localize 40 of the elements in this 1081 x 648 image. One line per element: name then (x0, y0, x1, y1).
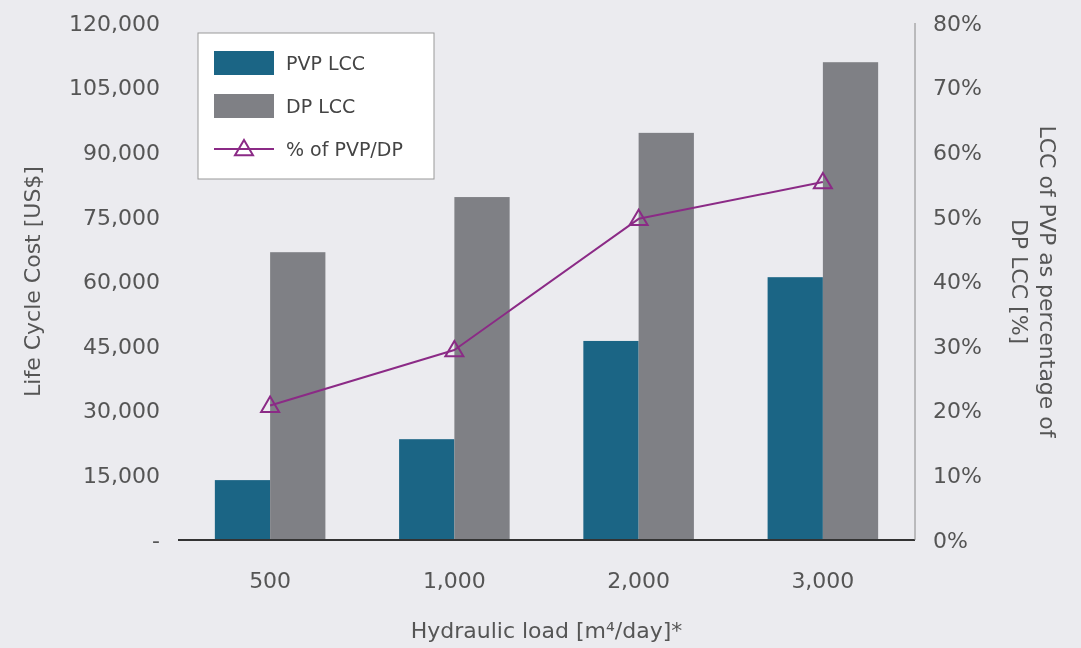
y-tick-label: 60,000 (83, 269, 160, 295)
bar (822, 62, 879, 540)
point (444, 340, 465, 358)
y2-tick-label: 80% (933, 10, 982, 36)
bar (399, 439, 455, 540)
y-tick-label: - (152, 527, 160, 553)
legend-label: DP LCC (286, 94, 356, 117)
y-tick-label: 30,000 (83, 398, 160, 424)
bar (270, 252, 326, 540)
legend-label: PVP LCC (286, 51, 366, 74)
point (260, 395, 281, 413)
bar (767, 277, 823, 540)
y-axis-title: Life Cycle Cost [US$] (20, 166, 45, 397)
bar (454, 197, 510, 540)
y2-tick-label: 10% (933, 463, 982, 489)
y2-tick-label: 20% (933, 398, 982, 424)
x-tick-label: 500 (249, 568, 292, 593)
legend-label: % of PVP/DP (286, 137, 403, 160)
y-tick-label: 45,000 (83, 333, 160, 359)
y-tick-label: 75,000 (83, 204, 160, 230)
point (812, 171, 833, 190)
y2-tick-label: 50% (933, 204, 982, 230)
y-tick-label: 105,000 (69, 75, 160, 101)
y-tick-label: 90,000 (83, 139, 160, 165)
bar (638, 132, 694, 540)
y-tick-label: 120,000 (69, 10, 160, 36)
x-tick-label: 3,000 (791, 568, 855, 593)
y2-tick-label: 60% (933, 139, 982, 165)
y2-tick-label: 70% (933, 75, 982, 101)
y2-tick-label: 30% (933, 333, 982, 359)
bar (583, 340, 639, 540)
y2-tick-label: 0% (933, 527, 968, 553)
y2-axis-title: LCC of PVP as percentage of DP LCC [%] (1007, 125, 1060, 439)
x-axis-title: Hydraulic load [m⁴/day]* (410, 618, 683, 643)
y-tick-label: 15,000 (83, 463, 160, 489)
x-tick-label: 1,000 (422, 568, 486, 593)
y2-tick-label: 40% (933, 269, 982, 295)
x-tick-label: 2,000 (607, 568, 671, 593)
point (628, 208, 649, 227)
bar (214, 480, 271, 540)
